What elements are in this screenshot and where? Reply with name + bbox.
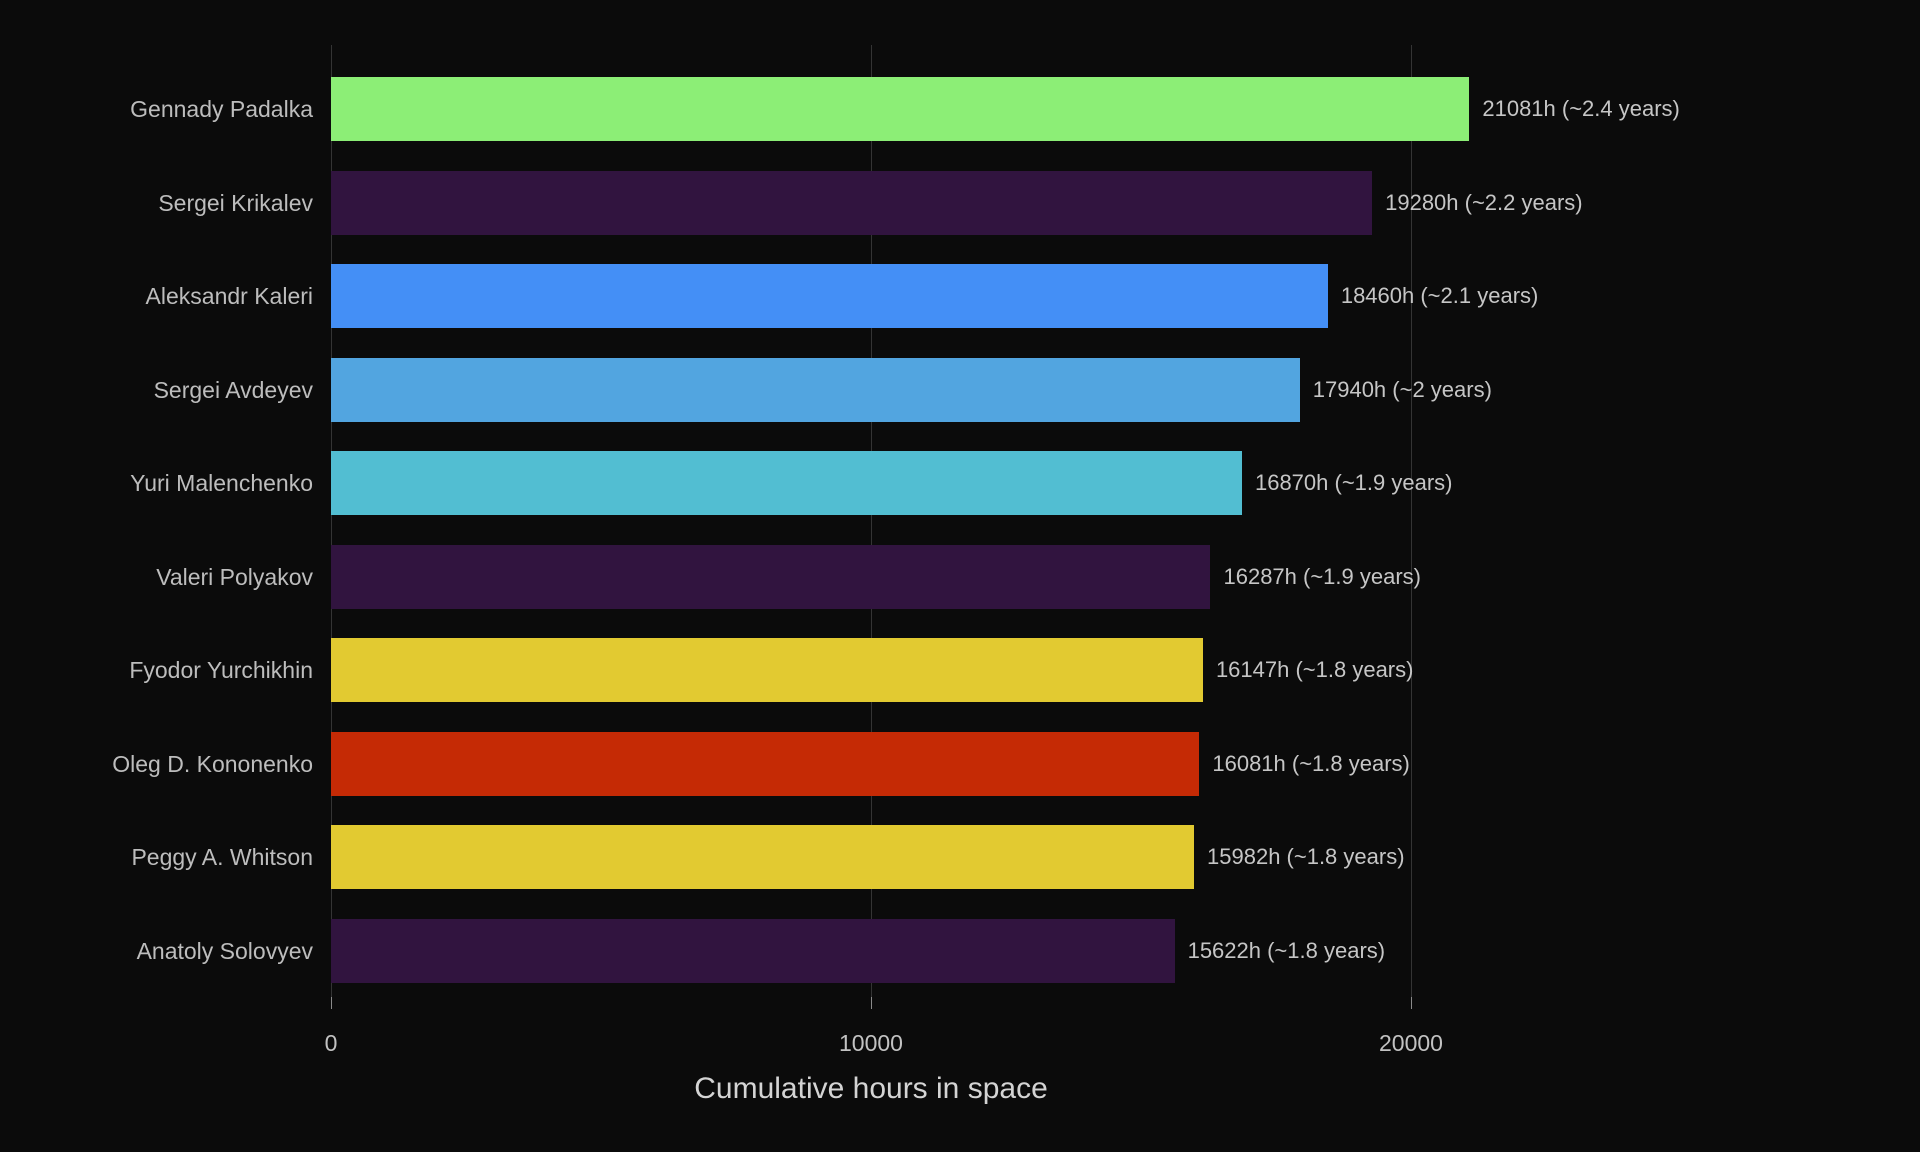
category-label: Fyodor Yurchikhin [129,657,313,683]
bar [331,918,1175,983]
gridline-10000 [871,45,872,997]
bar-value-label: 15982h (~1.8 years) [1207,844,1405,869]
bar-value-label: 15622h (~1.8 years) [1187,937,1386,963]
bar [331,825,1195,889]
category-label: Valeri Polyakov [156,563,313,590]
bar-value-label: 21081h (~2.4 years) [1482,96,1680,121]
bar [331,77,1470,141]
category-label: Aleksandr Kaleri [145,283,313,309]
bar [331,731,1200,796]
bar-value-label: 18460h (~2.1 years) [1340,283,1539,308]
category-label: Yuri Malenchenko [130,470,313,496]
bar-value-label: 16287h (~1.9 years) [1223,563,1422,589]
bar [331,170,1373,235]
bar [331,544,1211,609]
bar [331,264,1328,328]
bar-value-label: 19280h (~2.2 years) [1385,189,1583,215]
category-label: Gennady Padalka [130,96,313,122]
bar [331,638,1203,702]
bar-value-label: 16081h (~1.8 years) [1212,750,1410,776]
category-label: Sergei Avdeyev [153,376,313,403]
x-tick-label: 10000 [839,1030,903,1056]
gridline-0 [331,45,332,997]
bar-value-label: 17940h (~2 years) [1312,376,1492,402]
category-label: Oleg D. Kononenko [112,750,313,777]
x-tick-mark [331,997,332,1009]
bar [331,451,1242,515]
category-label: Sergei Krikalev [158,189,313,216]
category-label: Anatoly Solovyev [136,937,313,964]
gridline-20000 [1411,45,1412,997]
x-axis-title: Cumulative hours in space [694,1072,1048,1105]
bar-value-label: 16147h (~1.8 years) [1215,657,1414,682]
x-tick-label: 0 [324,1030,338,1056]
bar-value-label: 16870h (~1.9 years) [1254,470,1453,495]
category-label: Peggy A. Whitson [131,844,313,870]
x-tick-mark [871,997,872,1009]
bar [331,357,1300,422]
x-tick-mark [1411,997,1412,1009]
x-tick-label: 20000 [1379,1030,1443,1056]
